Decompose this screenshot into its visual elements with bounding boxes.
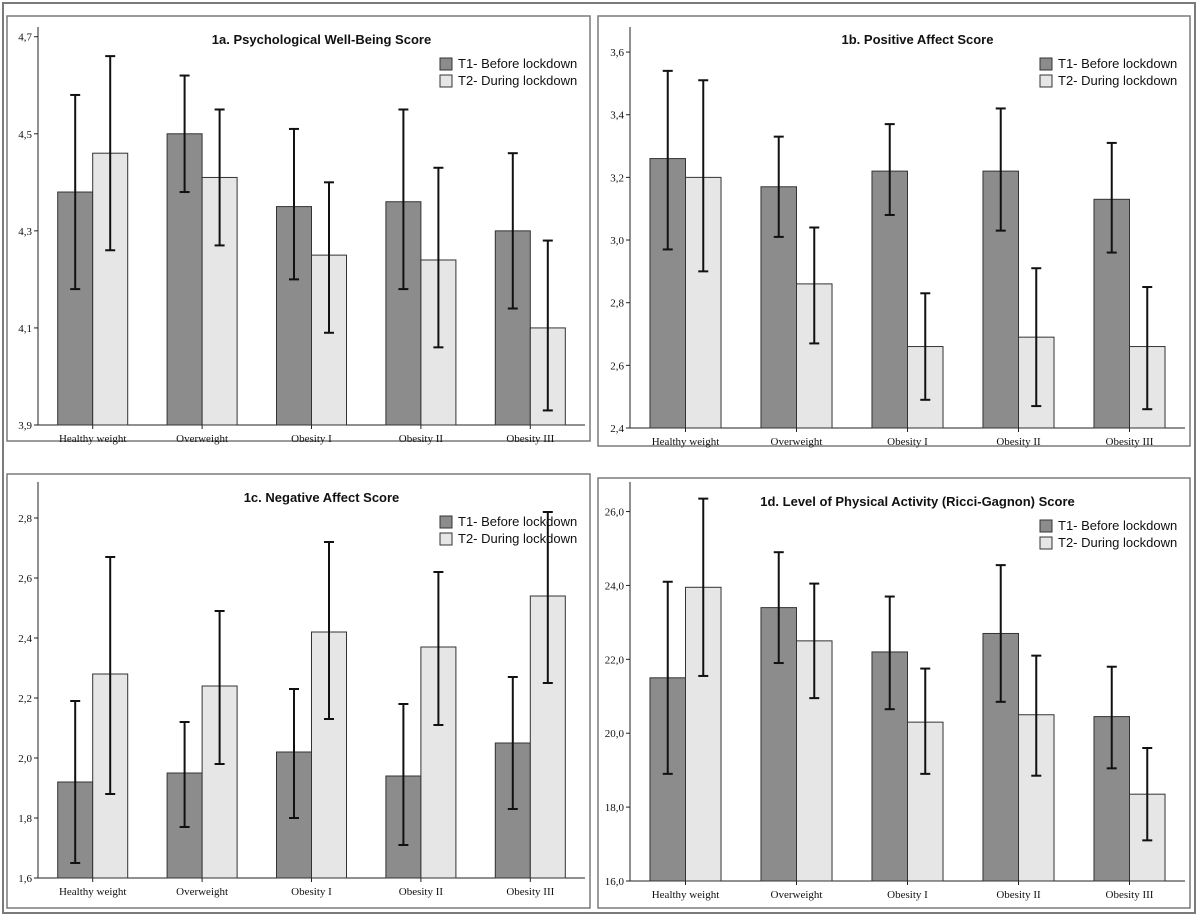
y-tick-label: 3,9 [18,420,32,432]
legend-label-t2: T2- During lockdown [458,73,577,88]
chart-panel-1d: 16,0 18,0 20,0 22,0 24,0 26,0 1d. Level of Phy… [597,477,1191,909]
y-tick-label: 20,0 [605,728,625,740]
x-tick-label: Healthy weight [652,436,720,448]
y-tick-label: 2,8 [610,298,624,310]
y-tick-label: 24,0 [605,580,625,592]
bar-t1 [982,170,1019,429]
x-tick-label: Obesity III [1106,889,1154,901]
x-tick-label: Obesity I [887,889,928,901]
legend-swatch-t2 [1039,536,1053,550]
y-tick-label: 3,4 [610,110,624,122]
legend-swatch-t2 [439,74,453,88]
x-tick-label: Obesity II [996,889,1041,901]
legend-swatch-t1 [1039,57,1053,71]
y-tick-label: 2,2 [18,693,32,705]
legend-label-t1: T1- Before lockdown [458,514,577,529]
legend-label-t1: T1- Before lockdown [1058,56,1177,71]
legend-swatch-t2 [439,532,453,546]
chart-title: 1a. Psychological Well-Being Score [212,32,431,47]
legend-swatch-t2 [1039,74,1053,88]
chart-title: 1b. Positive Affect Score [842,32,994,47]
y-tick-label: 3,6 [610,47,624,59]
y-tick-label: 22,0 [605,654,625,666]
x-tick-label: Obesity III [506,433,554,445]
legend-label-t1: T1- Before lockdown [458,56,577,71]
y-tick-label: 3,2 [610,172,624,184]
chart-panel-1b: 2,4 2,6 2,8 3,0 3,2 3,4 3,6 1b. Positive Affect… [597,15,1191,448]
y-tick-label: 1,8 [18,813,32,825]
y-tick-label: 4,5 [18,129,32,141]
x-tick-label: Overweight [176,886,228,898]
legend-label-t2: T2- During lockdown [458,531,577,546]
x-tick-label: Obesity I [291,433,332,445]
x-tick-label: Obesity I [887,436,928,448]
x-tick-label: Obesity III [506,886,554,898]
y-tick-label: 4,3 [18,226,32,238]
y-tick-label: 2,4 [610,423,624,435]
y-tick-label: 4,7 [18,32,32,44]
y-tick-label: 26,0 [605,507,625,519]
x-tick-label: Obesity II [399,886,444,898]
y-tick-label: 1,6 [18,873,32,885]
y-tick-label: 18,0 [605,802,625,814]
x-tick-label: Overweight [771,436,823,448]
x-tick-label: Obesity II [399,433,444,445]
y-tick-label: 2,0 [18,753,32,765]
legend-label-t1: T1- Before lockdown [1058,518,1177,533]
x-tick-label: Obesity II [996,436,1041,448]
x-tick-label: Obesity I [291,886,332,898]
legend-label-t2: T2- During lockdown [1058,73,1177,88]
chart-panel-1c: 1,6 1,8 2,0 2,2 2,4 2,6 2,8 1c. Negative Affect… [6,473,591,909]
legend-swatch-t1 [439,57,453,71]
legend-swatch-t1 [1039,519,1053,533]
x-tick-label: Healthy weight [59,886,127,898]
x-tick-label: Overweight [176,433,228,445]
y-tick-label: 3,0 [610,235,624,247]
legend-swatch-t1 [439,515,453,529]
chart-panel-1a: 3,9 4,1 4,3 4,5 4,7 1a. Psychological Well-Be… [6,15,591,445]
x-tick-label: Obesity III [1106,436,1154,448]
y-tick-label: 2,8 [18,513,32,525]
x-tick-label: Healthy weight [59,433,127,445]
legend-label-t2: T2- During lockdown [1058,535,1177,550]
y-tick-label: 2,6 [610,360,624,372]
chart-title: 1c. Negative Affect Score [244,490,400,505]
y-tick-label: 4,1 [18,323,32,335]
x-tick-label: Healthy weight [652,889,720,901]
y-tick-label: 16,0 [605,876,625,888]
y-tick-label: 2,4 [18,633,32,645]
x-tick-label: Overweight [771,889,823,901]
y-tick-label: 2,6 [18,573,32,585]
chart-title: 1d. Level of Physical Activity (Ricci-Ga… [760,494,1075,509]
